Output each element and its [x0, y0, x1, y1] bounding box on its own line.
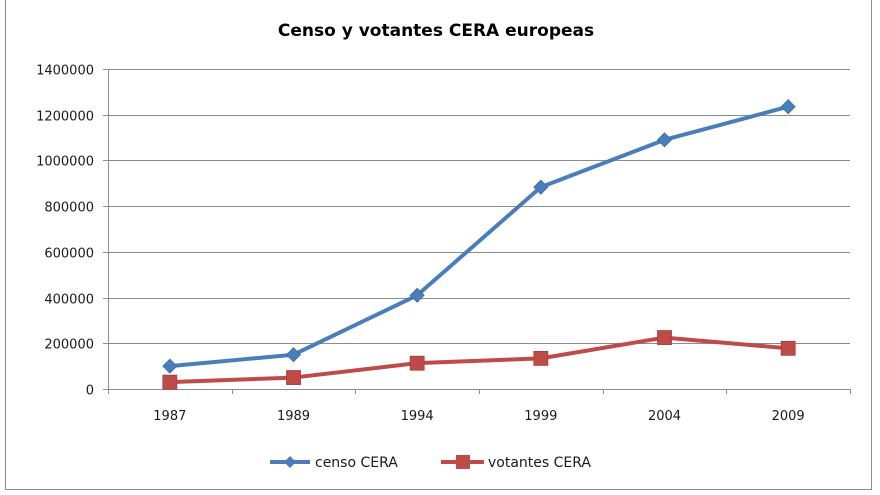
x-tick-label: 1989: [277, 409, 310, 424]
x-tick-label: 2004: [648, 409, 681, 424]
x-tick-label: 1987: [153, 409, 186, 424]
data-point-censo: [409, 287, 425, 303]
chart-title: Censo y votantes CERA europeas: [278, 21, 594, 41]
data-point-votantes: [780, 340, 796, 356]
data-point-votantes: [162, 374, 178, 390]
data-point-censo: [780, 99, 796, 115]
legend-marker-diamond: [284, 456, 296, 468]
legend-item-censo[interactable]: censo CERA: [270, 455, 398, 471]
y-tick-label: 1200000: [36, 110, 94, 125]
x-axis-ticks: 1987 1989 1994 1999 2004 2009: [153, 409, 804, 424]
y-tick-label: 800000: [44, 201, 94, 216]
data-point-votantes: [286, 370, 301, 385]
y-tick-label: 0: [86, 384, 94, 399]
y-axis-ticks: 0 200000 400000 600000 800000 1000000 1200000 1…: [36, 64, 94, 399]
legend-label-votantes: votantes CERA: [488, 455, 591, 471]
x-tick-label: 1999: [524, 409, 557, 424]
legend-label-censo: censo CERA: [315, 455, 398, 471]
data-point-censo: [285, 347, 302, 363]
data-point-votantes: [409, 355, 425, 371]
series-group: [162, 99, 796, 390]
chart-frame: [5, 0, 872, 490]
legend-item-votantes[interactable]: votantes CERA: [441, 455, 591, 471]
data-point-censo: [533, 179, 549, 195]
series-line-censo: [167, 104, 791, 369]
data-point-votantes: [657, 330, 672, 345]
legend-marker-square: [456, 455, 470, 469]
x-tick-label: 2009: [772, 409, 805, 424]
y-tick-label: 400000: [44, 293, 94, 308]
legend: censo CERA votantes CERA: [270, 455, 591, 471]
x-tick-label: 1994: [401, 409, 434, 424]
data-point-votantes: [533, 350, 549, 366]
data-point-censo: [162, 358, 178, 374]
y-tick-label: 1000000: [36, 155, 94, 170]
y-tick-label: 1400000: [36, 64, 94, 79]
y-tick-label: 600000: [44, 247, 94, 262]
data-point-censo: [656, 132, 673, 148]
gridlines: [103, 69, 851, 394]
y-tick-label: 200000: [44, 338, 94, 353]
series-line-votantes: [167, 335, 791, 385]
